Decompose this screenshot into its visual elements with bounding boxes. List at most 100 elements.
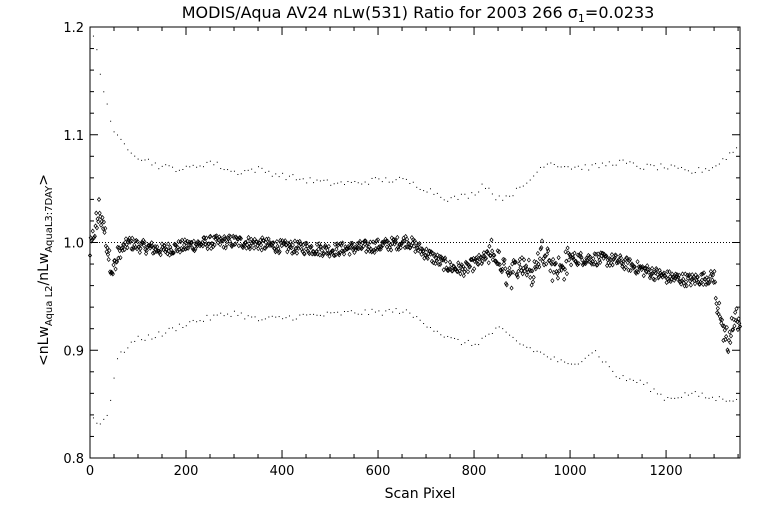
ratio-point <box>572 250 577 256</box>
ratio-point <box>728 340 733 346</box>
ratio-point <box>564 271 569 277</box>
ratio-point <box>490 257 495 263</box>
lower-bound-point <box>361 313 363 315</box>
upper-bound-point <box>481 183 483 185</box>
lower-bound-point <box>419 319 421 321</box>
ratio-point <box>366 244 372 250</box>
ratio-point <box>559 267 564 273</box>
lower-bound-point <box>643 383 645 385</box>
ratio-point <box>550 278 555 284</box>
ratio-point <box>128 239 133 245</box>
ratio-point <box>458 271 463 277</box>
upper-bound-point <box>364 181 366 183</box>
ratio-point <box>436 261 441 267</box>
lower-bound-point <box>154 337 156 339</box>
lower-bound-point <box>684 392 686 394</box>
ratio-point <box>186 245 191 251</box>
lower-bound-point <box>522 344 524 346</box>
upper-bound-point <box>347 181 349 183</box>
x-tick-label: 600 <box>366 464 391 479</box>
x-tick-label: 800 <box>462 464 487 479</box>
lower-bound-point <box>687 394 689 396</box>
upper-bound-point <box>515 187 517 189</box>
ratio-point <box>321 250 327 256</box>
lower-bound-point <box>595 350 597 352</box>
lower-bound-point <box>505 331 507 333</box>
ratio-point <box>330 248 336 254</box>
ratio-point <box>452 266 457 272</box>
upper-bound-point <box>653 165 655 167</box>
lower-bound-point <box>667 397 669 399</box>
ratio-point <box>665 269 670 275</box>
lower-bound-point <box>326 311 328 313</box>
ratio-point <box>298 241 303 247</box>
upper-bound-point <box>268 170 270 172</box>
chart-title: MODIS/Aqua AV24 nLw(531) Ratio for 2003 … <box>182 3 655 25</box>
upper-bound-point <box>526 182 528 184</box>
upper-bound-point <box>540 166 542 168</box>
y-tick-label: 1.1 <box>63 129 84 144</box>
ratio-point <box>724 333 729 340</box>
ratio-point <box>576 260 581 267</box>
ratio-point <box>567 251 572 257</box>
upper-bound-point <box>240 173 242 175</box>
lower-bound-point <box>557 361 559 363</box>
ratio-point <box>261 237 266 244</box>
upper-bound-point <box>134 155 136 157</box>
ratio-point <box>252 245 257 251</box>
upper-bound-point <box>560 166 562 168</box>
upper-bound-point <box>574 166 576 168</box>
ratio-point <box>431 260 436 266</box>
ratio-point <box>178 239 183 245</box>
ratio-point <box>204 235 209 241</box>
ratio-point <box>96 196 102 203</box>
ratio-point <box>254 239 259 245</box>
upper-bound-point <box>419 188 421 190</box>
upper-bound-point <box>598 167 600 169</box>
ratio-point <box>244 245 249 251</box>
upper-bound-point <box>395 179 397 181</box>
ratio-point <box>221 244 226 250</box>
ratio-point <box>100 215 105 221</box>
lower-bound-point <box>213 314 215 316</box>
lower-bound-point <box>584 357 586 359</box>
ratio-point <box>182 242 187 248</box>
ratio-point <box>735 327 740 333</box>
lower-bound-point <box>247 315 249 317</box>
upper-bound-point <box>220 168 222 170</box>
upper-bound-point <box>110 120 112 122</box>
ratio-point <box>707 279 712 285</box>
ratio-point <box>102 229 107 236</box>
ratio-point <box>597 257 602 263</box>
ratio-point <box>723 336 728 343</box>
upper-bound-point <box>130 152 132 154</box>
ratio-point <box>294 250 300 256</box>
upper-bound-point <box>605 165 607 167</box>
lower-bound-point <box>206 314 208 316</box>
upper-bound-point <box>309 177 311 179</box>
ratio-point <box>281 241 286 247</box>
lower-bound-point <box>185 325 187 327</box>
upper-bound-point <box>392 181 394 183</box>
ratio-point <box>502 257 507 263</box>
lower-bound-point <box>313 313 315 315</box>
upper-bound-point <box>567 166 569 168</box>
ratio-point <box>566 257 572 263</box>
lower-bound-point <box>130 341 132 343</box>
lower-bound-point <box>147 334 149 336</box>
upper-bound-point <box>261 167 263 169</box>
ratio-point <box>715 305 720 311</box>
lower-bound-point <box>619 377 621 379</box>
lower-bound-point <box>454 337 456 339</box>
lower-bound-point <box>622 375 624 377</box>
ratio-point <box>258 237 263 243</box>
ratio-point <box>309 243 314 249</box>
lower-bound-point <box>161 335 163 337</box>
lower-bound-point <box>158 331 160 333</box>
ratio-point <box>503 266 508 272</box>
lower-bound-point <box>254 316 256 318</box>
ratio-point <box>659 272 664 278</box>
ratio-point <box>515 274 520 280</box>
upper-bound-point <box>736 147 738 149</box>
ratio-point <box>628 267 633 274</box>
